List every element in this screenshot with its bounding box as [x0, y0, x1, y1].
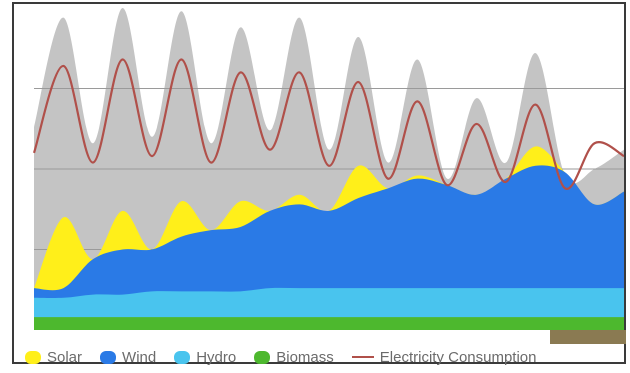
legend-item-solar: Solar: [25, 349, 82, 366]
legend-item-electricity-consumption: Electricity Consumption: [351, 348, 537, 366]
chart-plot: [32, 7, 624, 331]
legend-swatch-wind: [100, 350, 117, 364]
legend-swatch-biomass: [254, 350, 271, 364]
chart-legend: Solar Wind Hydro Biomass Electricity Con…: [25, 345, 625, 369]
legend-item-biomass: Biomass: [254, 349, 334, 366]
legend-label-wind: Wind: [122, 348, 157, 366]
legend-label-solar: Solar: [47, 348, 83, 366]
legend-swatch-hydro: [174, 350, 191, 364]
legend-swatch-solar: [25, 350, 41, 364]
legend-label-hydro: Hydro: [196, 348, 237, 366]
legend-label-biomass: Biomass: [276, 348, 334, 366]
legend-item-hydro: Hydro: [174, 349, 236, 366]
legend-item-wind: Wind: [100, 349, 156, 366]
legend-label-electricity-consumption: Electricity Consumption: [379, 348, 537, 366]
chart-frame: [12, 2, 626, 364]
series-biomass-area: [34, 317, 624, 330]
series-consumption-line: [32, 58, 624, 190]
background-photo-corner: [550, 330, 626, 344]
legend-line-electricity-consumption: [351, 356, 374, 358]
